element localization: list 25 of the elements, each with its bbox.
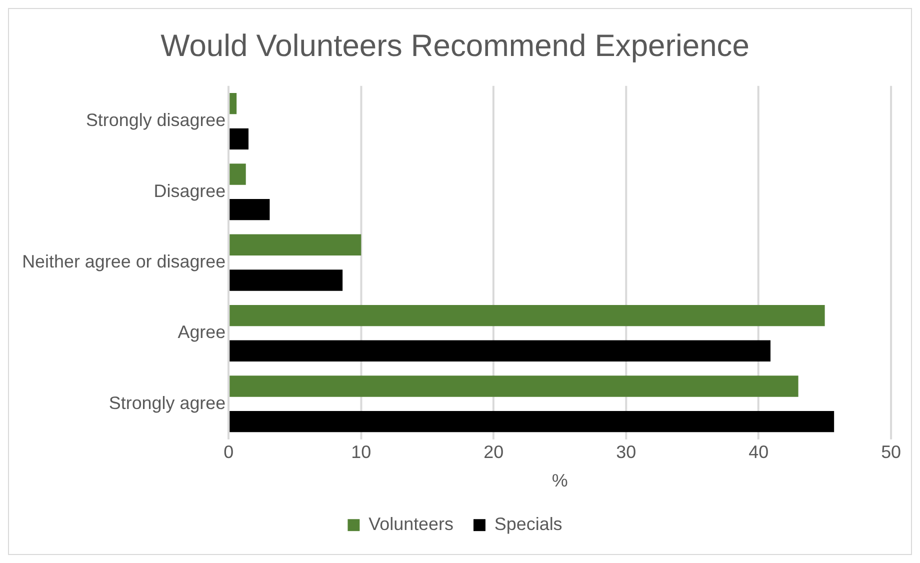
bar bbox=[230, 164, 246, 185]
bar bbox=[230, 234, 362, 256]
x-tick-label: 40 bbox=[748, 442, 769, 462]
bar bbox=[230, 376, 798, 397]
bar bbox=[230, 270, 343, 291]
x-tick-label: 10 bbox=[351, 442, 372, 462]
bar bbox=[230, 198, 270, 220]
x-tick-label: 20 bbox=[484, 442, 504, 462]
x-tick-label: 30 bbox=[616, 442, 636, 462]
legend-label: Specials bbox=[494, 514, 562, 534]
legend-label: Volunteers bbox=[368, 514, 454, 534]
bar bbox=[230, 92, 237, 114]
x-tick-label: 50 bbox=[881, 442, 902, 462]
y-tick-label: Neither agree or disagree bbox=[22, 252, 226, 272]
chart-title: Would Volunteers Recommend Experience bbox=[160, 28, 750, 63]
y-tick-label: Disagree bbox=[154, 180, 226, 201]
y-tick-label: Agree bbox=[178, 322, 226, 342]
y-tick-label: Strongly disagree bbox=[86, 110, 226, 130]
bar bbox=[230, 128, 248, 150]
bar bbox=[230, 340, 770, 362]
y-tick-label: Strongly agree bbox=[108, 392, 226, 413]
bar bbox=[230, 410, 834, 432]
bar bbox=[230, 304, 825, 326]
x-tick-label: 0 bbox=[224, 442, 234, 462]
x-axis-title: % bbox=[552, 470, 568, 490]
